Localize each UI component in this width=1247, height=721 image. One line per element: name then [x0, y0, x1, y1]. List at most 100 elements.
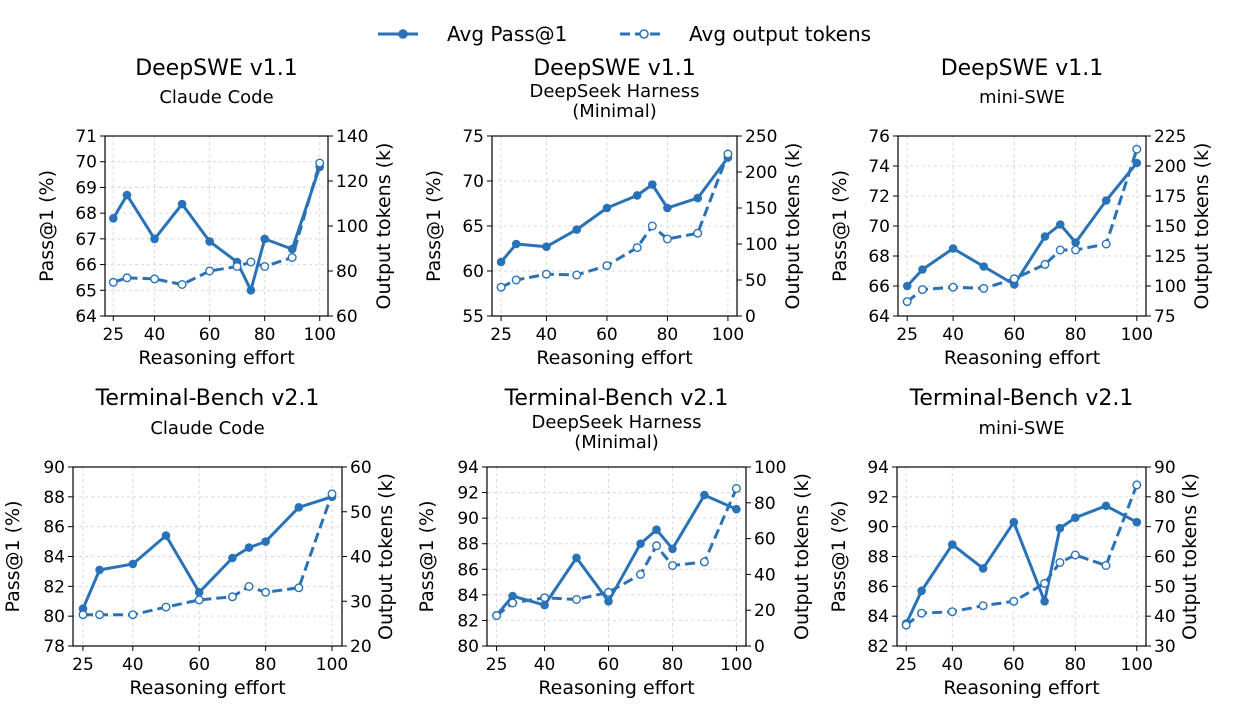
y2-tick-label: 0: [754, 637, 765, 657]
y2-tick-label: 100: [754, 458, 786, 478]
y2-axis-label: Output tokens (k): [373, 143, 395, 310]
y2-tick-label: 50: [1154, 577, 1176, 597]
tokens-data-point: [1101, 561, 1111, 571]
pass-series-line: [499, 156, 730, 263]
y2-tick-label: 20: [350, 637, 372, 657]
x-tick-label: 25: [896, 325, 918, 345]
y-axis-label: Pass@1 (%): [423, 170, 445, 282]
y-tick-label: 88: [867, 548, 889, 568]
y2-tick-label: 175: [1154, 187, 1186, 207]
pass-data-point: [1056, 220, 1065, 229]
y-tick-label: 70: [75, 153, 97, 173]
tokens-data-point: [128, 610, 138, 620]
tokens-data-point: [1132, 480, 1142, 490]
tokens-data-point: [647, 221, 657, 231]
y-tick-label: 68: [868, 247, 890, 267]
tokens-data-point: [261, 587, 271, 597]
chart-legend: Avg Pass@1 Avg output tokens: [0, 0, 1247, 60]
tokens-data-point: [1101, 239, 1111, 249]
x-tick-label: 100: [712, 325, 744, 345]
tokens-data-point: [662, 234, 672, 244]
y2-tick-label: 250: [745, 127, 777, 147]
pass-data-point: [604, 597, 613, 606]
y-tick-label: 82: [43, 577, 65, 597]
panel-subtitle-line: Claude Code: [159, 87, 273, 108]
y2-tick-label: 120: [336, 172, 368, 192]
pass-data-point: [732, 504, 741, 514]
tokens-data-point: [1070, 550, 1080, 560]
pass-data-point: [261, 537, 270, 546]
y2-tick-label: 80: [336, 262, 358, 282]
panel-title: Terminal-Bench v2.1: [95, 386, 320, 411]
pass-data-point: [511, 239, 521, 249]
y-tick-label: 90: [457, 509, 479, 529]
pass-data-point: [1055, 523, 1065, 533]
tokens-data-point: [917, 608, 927, 618]
tokens-data-point: [1040, 578, 1050, 588]
pass-data-point: [1101, 501, 1111, 511]
tokens-data-point: [508, 598, 518, 608]
tokens-data-point: [315, 158, 325, 168]
y-tick-label: 84: [867, 607, 889, 627]
y-tick-label: 55: [462, 307, 484, 327]
x-tick-label: 25: [72, 655, 94, 675]
tokens-data-point: [731, 484, 741, 494]
pass-data-point: [1132, 517, 1142, 527]
pass-data-point: [128, 559, 138, 569]
tokens-data-point: [1055, 558, 1065, 568]
tokens-data-point: [205, 266, 215, 276]
pass-data-point: [572, 553, 581, 563]
panel-subtitle-line: mini-SWE: [979, 87, 1065, 108]
pass-data-point: [1040, 597, 1049, 606]
x-axis-label: Reasoning effort: [944, 347, 1100, 369]
x-axis-label: Reasoning effort: [138, 347, 294, 369]
y2-axis-label: Output tokens (k): [782, 143, 804, 310]
tokens-series-line: [500, 153, 730, 289]
legend-tokens-label: Avg output tokens: [689, 22, 871, 46]
y2-tick-label: 100: [745, 235, 777, 255]
y-tick-label: 70: [868, 217, 890, 237]
y2-tick-label: 60: [754, 530, 776, 550]
y2-tick-label: 100: [336, 217, 368, 237]
tokens-data-point: [194, 595, 204, 605]
panel-subtitle-line: Claude Code: [150, 418, 264, 439]
chart-panel-1: DeepSWE v1.1 Claude Code 64 65 66 67 68 69 70 71 6…: [36, 56, 395, 369]
x-tick-label: 80: [254, 325, 276, 345]
pass-data-point: [228, 553, 237, 563]
tokens-data-point: [604, 587, 614, 597]
y-tick-label: 74: [868, 157, 890, 177]
panel-title: Terminal-Bench v2.1: [909, 386, 1134, 411]
tokens-data-point: [723, 149, 733, 159]
y-tick-label: 67: [75, 230, 97, 250]
tokens-data-point: [693, 228, 703, 238]
pass-data-point: [244, 543, 254, 552]
tokens-data-point: [978, 601, 988, 611]
pass-data-point: [700, 490, 709, 500]
y2-tick-label: 20: [754, 601, 776, 621]
tokens-series-line: [495, 487, 738, 617]
x-tick-label: 80: [662, 655, 684, 675]
y-tick-label: 76: [868, 127, 890, 147]
tokens-data-point: [668, 561, 678, 571]
panel-title: Terminal-Bench v2.1: [504, 386, 729, 411]
y2-tick-label: 60: [336, 307, 358, 327]
legend-tokens-marker: [639, 29, 649, 39]
y-axis-label: Pass@1 (%): [36, 170, 58, 282]
y-tick-label: 80: [43, 607, 65, 627]
tokens-data-point: [947, 607, 957, 617]
panel-title: DeepSWE v1.1: [533, 56, 696, 81]
y2-tick-label: 125: [1154, 247, 1186, 267]
x-tick-label: 25: [102, 325, 124, 345]
plot-frame: [104, 135, 329, 317]
tokens-data-point: [902, 297, 912, 307]
y2-tick-label: 75: [1154, 307, 1176, 327]
y2-tick-label: 60: [1154, 548, 1176, 568]
y-tick-label: 86: [457, 560, 479, 580]
y2-tick-label: 60: [350, 458, 372, 478]
x-tick-label: 25: [486, 655, 508, 675]
y-tick-label: 71: [75, 127, 97, 147]
pass-data-point: [95, 565, 104, 575]
y2-tick-label: 80: [754, 494, 776, 514]
